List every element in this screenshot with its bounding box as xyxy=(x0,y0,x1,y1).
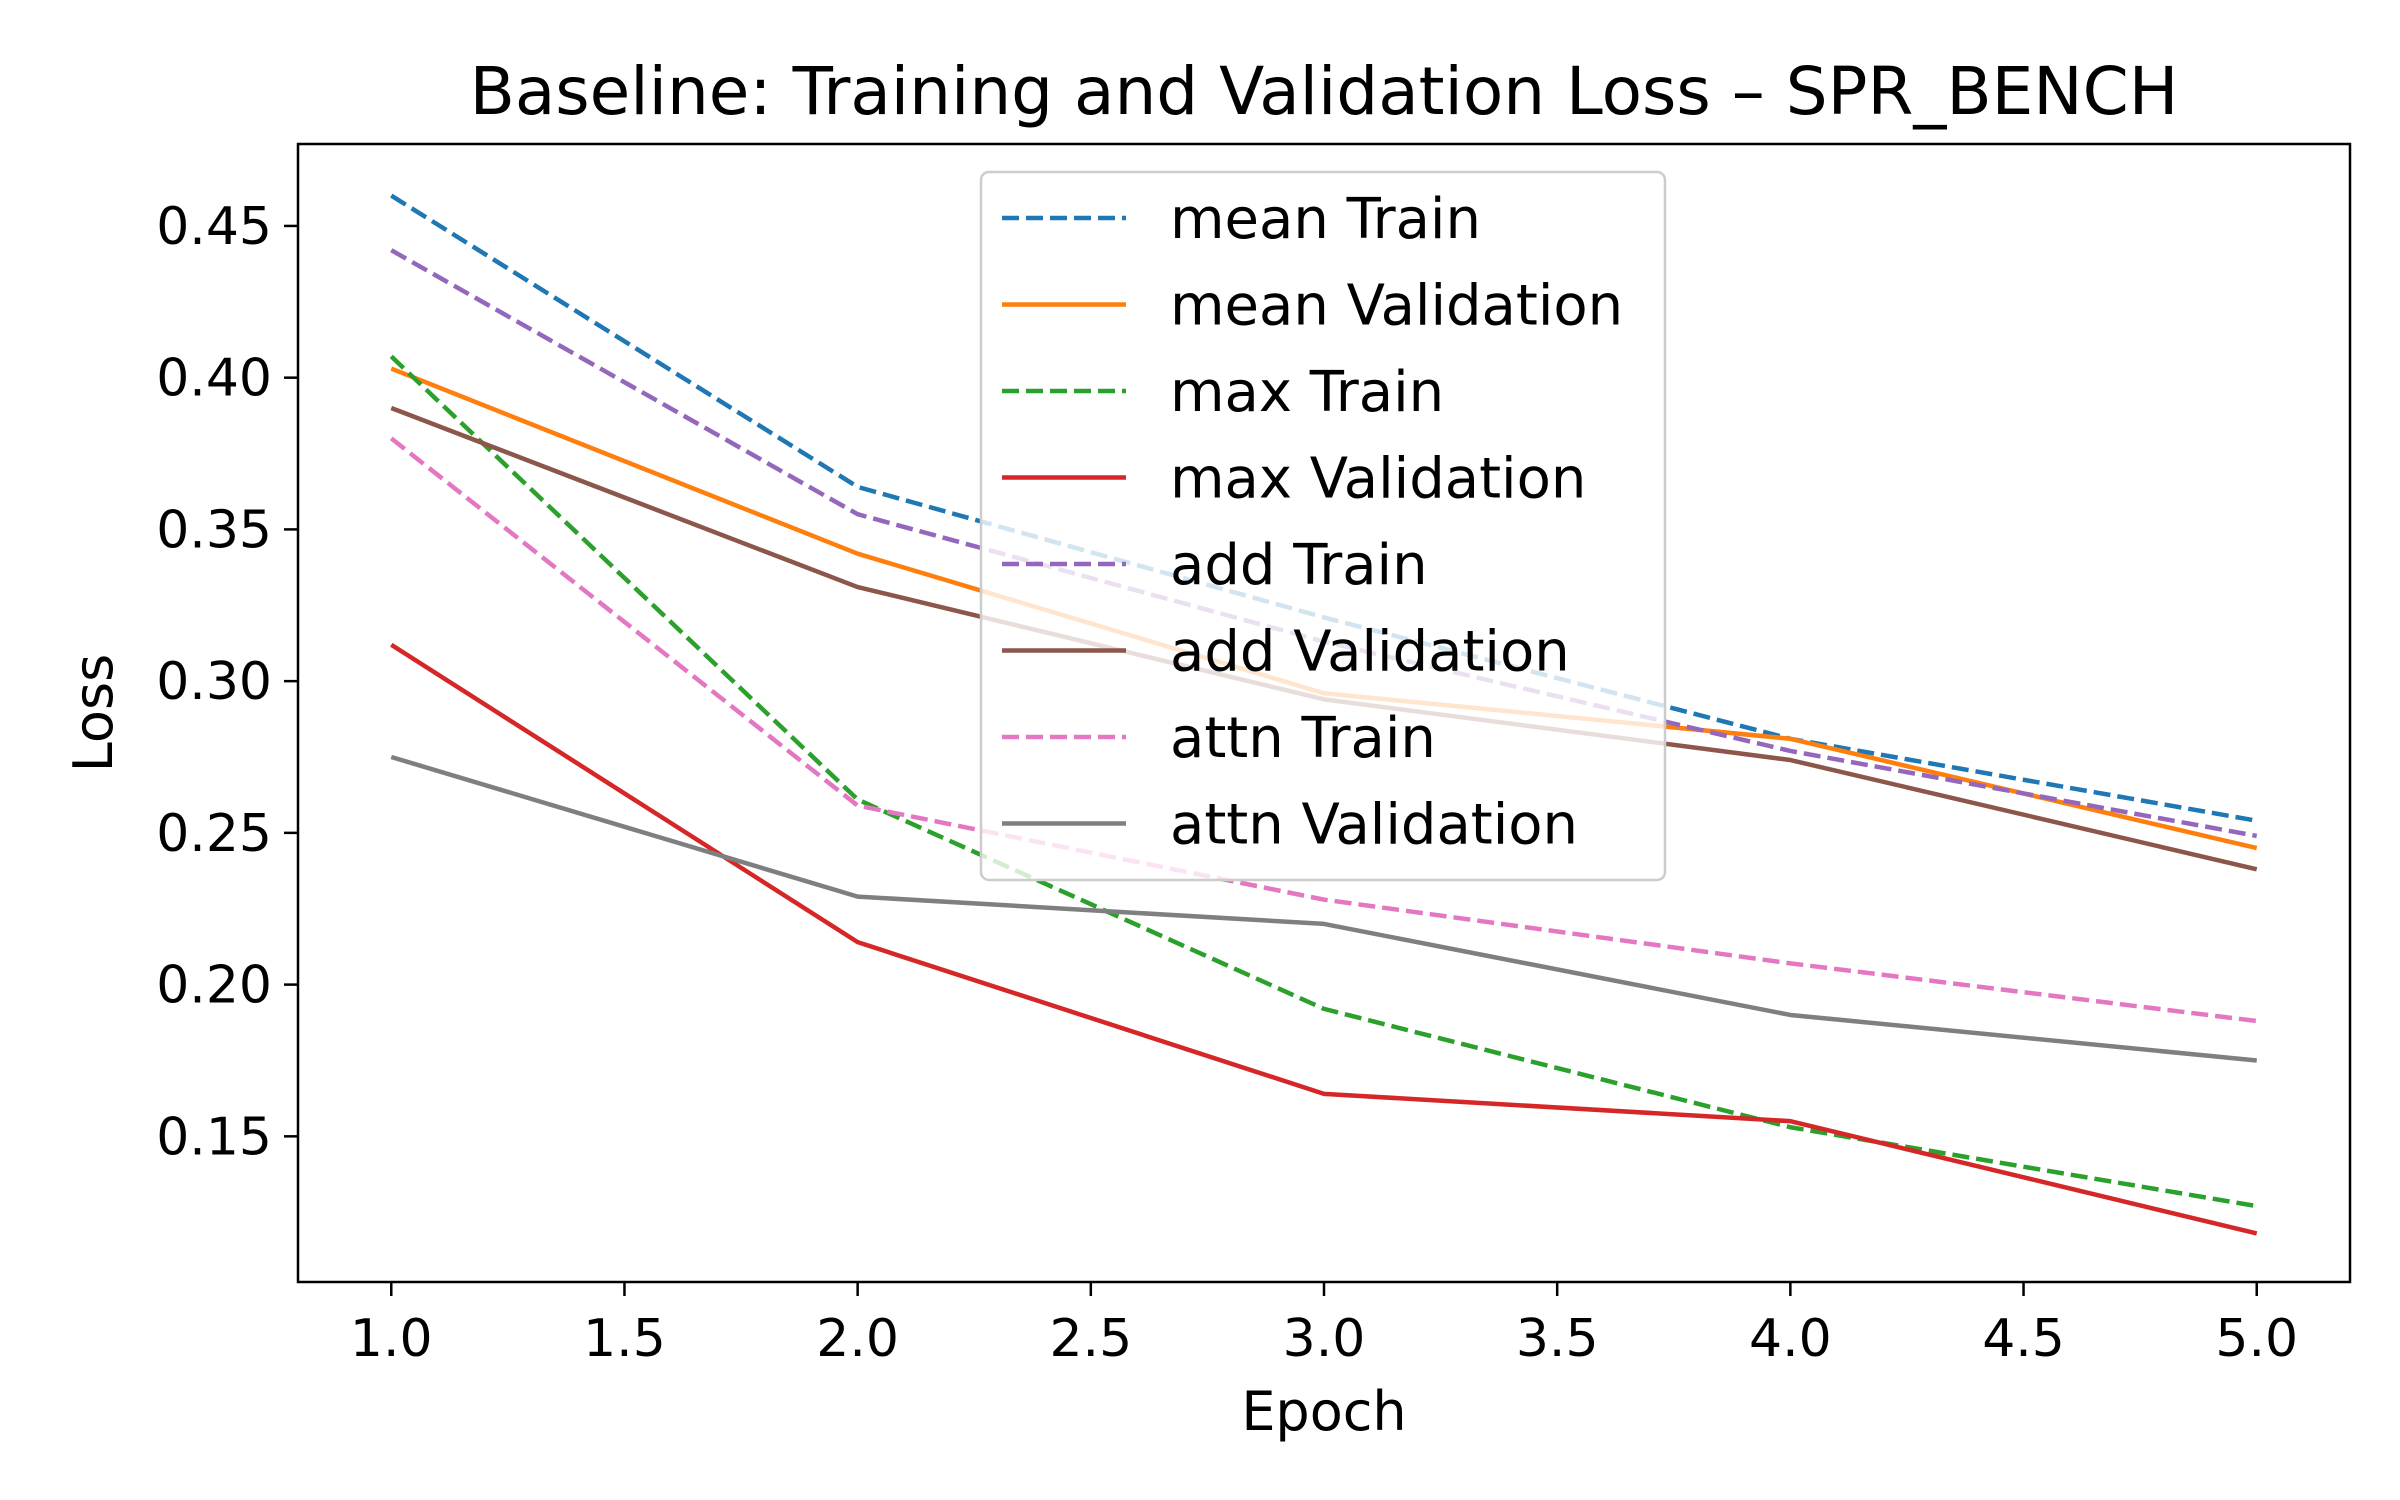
legend-label: mean Train xyxy=(1170,187,1481,252)
series-line-attn-validation xyxy=(390,754,2257,1063)
x-tick-label: 3.0 xyxy=(1283,1309,1366,1369)
x-tick-label: 5.0 xyxy=(2215,1309,2298,1369)
legend-label: add Train xyxy=(1170,533,1428,598)
x-tick-label: 1.5 xyxy=(583,1309,666,1369)
legend-label: attn Train xyxy=(1170,706,1436,771)
chart-title: Baseline: Training and Validation Loss –… xyxy=(470,53,2179,130)
legend-label: max Train xyxy=(1170,360,1444,425)
x-axis: 1.0 1.5 2.0 2.5 3.0 3.5 4.0 4.5 5.0 xyxy=(350,1282,2298,1369)
x-axis-label: Epoch xyxy=(1241,1380,1406,1443)
y-tick-label: 0.20 xyxy=(156,956,272,1016)
legend-label: max Validation xyxy=(1170,447,1586,512)
y-tick-label: 0.40 xyxy=(156,349,272,409)
y-tick-label: 0.25 xyxy=(156,804,272,864)
x-tick-label: 2.5 xyxy=(1049,1309,1132,1369)
series-line-max-validation xyxy=(390,642,2258,1236)
series-line-attn-train xyxy=(389,436,2258,1024)
legend-label: add Validation xyxy=(1170,620,1570,685)
legend: mean Train mean Validation max Train max Va… xyxy=(979,170,1667,882)
legend-label: attn Validation xyxy=(1170,793,1578,858)
y-tick-label: 0.35 xyxy=(156,500,272,560)
y-axis-label: Loss xyxy=(62,654,125,772)
y-tick-label: 0.45 xyxy=(156,197,272,257)
y-tick-label: 0.15 xyxy=(156,1107,272,1167)
x-tick-label: 4.0 xyxy=(1749,1309,1832,1369)
x-tick-label: 2.0 xyxy=(816,1309,899,1369)
x-tick-label: 4.5 xyxy=(1982,1309,2065,1369)
y-tick-label: 0.30 xyxy=(156,652,272,712)
series-line-max-train xyxy=(389,354,2258,1209)
x-tick-label: 3.5 xyxy=(1516,1309,1599,1369)
legend-label: mean Validation xyxy=(1170,274,1623,339)
y-axis: 0.15 0.20 0.25 0.30 0.35 0.40 0.45 xyxy=(156,197,298,1167)
legend-box xyxy=(979,170,1667,882)
x-tick-label: 1.0 xyxy=(350,1309,433,1369)
